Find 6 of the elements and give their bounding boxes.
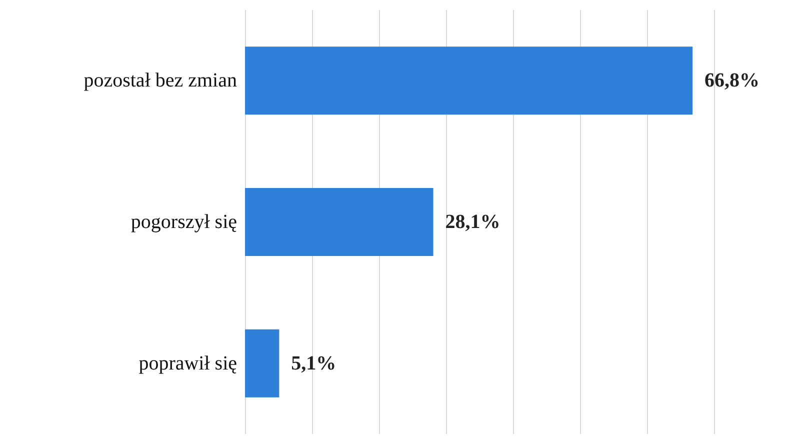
data-label: 66,8% <box>704 70 760 92</box>
data-label: 5,1% <box>291 352 336 374</box>
y-tick-label: pozostał bez zmian <box>84 70 237 92</box>
y-tick-label: pogorszył się <box>130 211 238 233</box>
data-label: 28,1% <box>445 211 500 233</box>
y-tick-label: poprawił się <box>138 352 238 374</box>
